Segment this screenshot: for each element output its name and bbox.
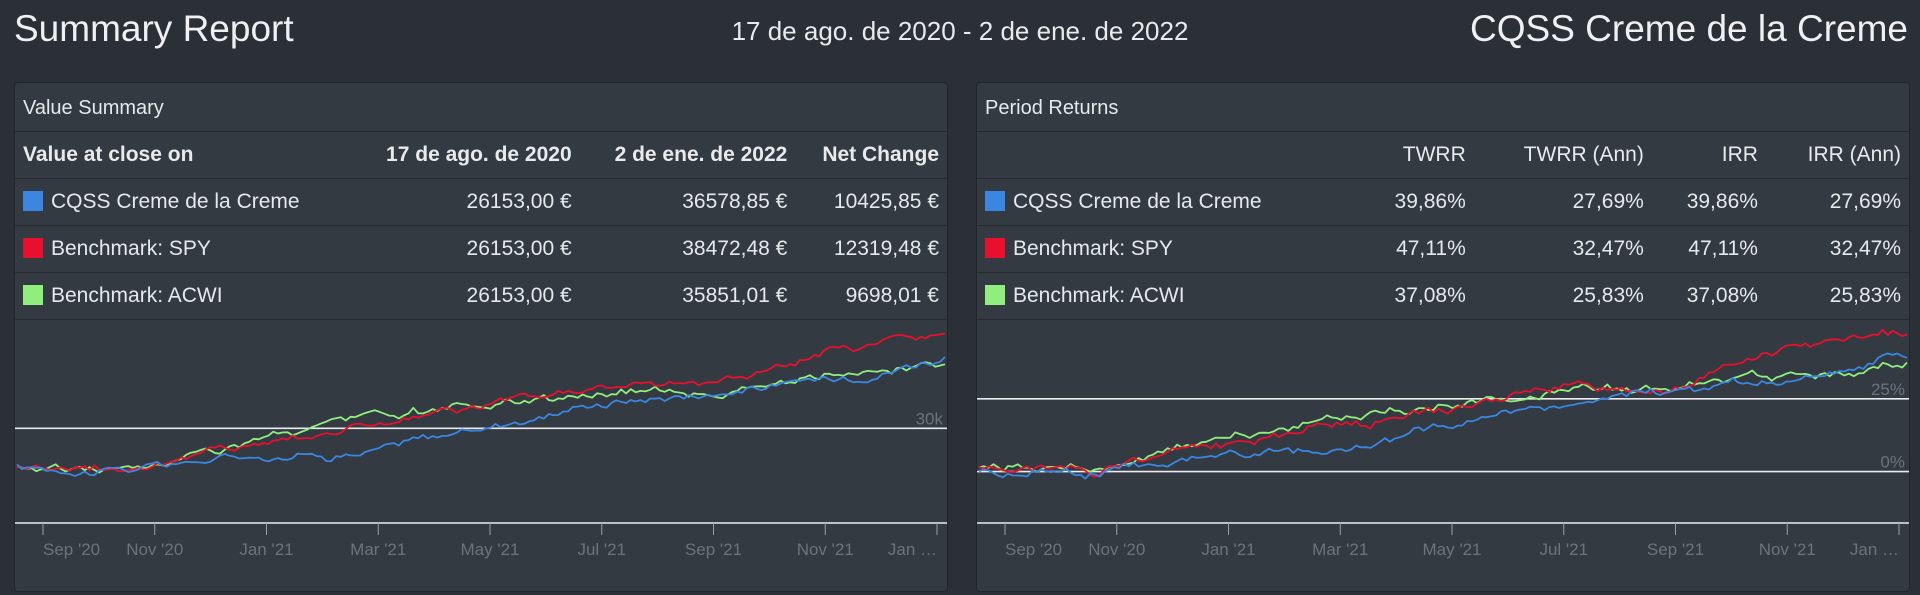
table-row: Benchmark: SPY 26153,00 € 38472,48 € 123… xyxy=(15,225,947,273)
x-tick-label: Jan … xyxy=(1850,540,1899,559)
legend-swatch-portfolio xyxy=(985,191,1005,211)
value-cell: 9698,01 € xyxy=(795,272,947,320)
x-tick-label: Jan '21 xyxy=(239,540,293,559)
value-chart: 30k Sep '20 Nov '20 Jan '21 Mar '21 May '21 Ju… xyxy=(15,332,947,559)
value-cell: 38472,48 € xyxy=(579,225,796,273)
series-name: Benchmark: SPY xyxy=(51,237,211,260)
date-range: 17 de ago. de 2020 - 2 de ene. de 2022 xyxy=(731,16,1189,46)
value-cell: 12319,48 € xyxy=(795,225,947,273)
x-tick-label: Jan '21 xyxy=(1201,540,1255,559)
y-tick-label: 30k xyxy=(916,409,944,428)
value-cell: 32,47% xyxy=(1765,225,1909,273)
value-cell: 36578,85 € xyxy=(579,178,796,226)
period-returns-table: TWRR TWRR (Ann) IRR IRR (Ann) CQSS Creme… xyxy=(977,132,1909,320)
value-cell: 25,83% xyxy=(1765,272,1909,320)
column-header: 17 de ago. de 2020 xyxy=(349,132,580,179)
y-tick-label: 0% xyxy=(1880,453,1905,472)
table-row: CQSS Creme de la Creme 39,86% 27,69% 39,… xyxy=(977,178,1909,226)
value-cell: 26153,00 € xyxy=(349,178,580,226)
value-cell: 25,83% xyxy=(1473,272,1652,320)
table-row: CQSS Creme de la Creme 26153,00 € 36578,… xyxy=(15,178,947,226)
panel-title: Value Summary xyxy=(15,83,947,132)
column-header: IRR (Ann) xyxy=(1765,132,1909,179)
x-tick-label: May '21 xyxy=(1423,540,1482,559)
legend-swatch-acwi xyxy=(23,285,43,305)
table-row: Benchmark: ACWI 37,08% 25,83% 37,08% 25,… xyxy=(977,272,1909,320)
column-header xyxy=(977,132,1360,179)
column-header: TWRR (Ann) xyxy=(1473,132,1652,179)
table-header-row: Value at close on 17 de ago. de 2020 2 d… xyxy=(15,132,947,179)
series-cell: CQSS Creme de la Creme xyxy=(977,178,1360,226)
column-header: TWRR xyxy=(1359,132,1474,179)
value-cell: 26153,00 € xyxy=(349,272,580,320)
value-cell: 47,11% xyxy=(1359,225,1474,273)
value-summary-table: Value at close on 17 de ago. de 2020 2 d… xyxy=(15,132,947,320)
series-cell: Benchmark: ACWI xyxy=(977,272,1360,320)
value-cell: 26153,00 € xyxy=(349,225,580,273)
legend-swatch-spy xyxy=(23,238,43,258)
table-row: Benchmark: SPY 47,11% 32,47% 47,11% 32,4… xyxy=(977,225,1909,273)
series-name: CQSS Creme de la Creme xyxy=(51,190,300,213)
value-cell: 37,08% xyxy=(1359,272,1474,320)
series-line-portfolio xyxy=(978,352,1908,480)
report-header: Summary Report 17 de ago. de 2020 - 2 de… xyxy=(0,0,1920,62)
column-header: 2 de ene. de 2022 xyxy=(579,132,796,179)
value-cell: 27,69% xyxy=(1765,178,1909,226)
x-tick-label: Mar '21 xyxy=(350,540,406,559)
column-header: Value at close on xyxy=(15,132,350,179)
x-tick-label: Nov '21 xyxy=(1759,540,1816,559)
x-tick-label: Jul '21 xyxy=(1539,540,1588,559)
period-returns-panel: Period Returns TWRR TWRR (Ann) IRR IRR (… xyxy=(976,82,1910,592)
legend-swatch-acwi xyxy=(985,285,1005,305)
x-tick-label: Jul '21 xyxy=(577,540,626,559)
series-line-portfolio xyxy=(16,356,946,477)
x-tick-label: Jan … xyxy=(888,540,937,559)
series-line-spy xyxy=(978,328,1908,478)
x-tick-label: Nov '21 xyxy=(797,540,854,559)
column-header: IRR xyxy=(1651,132,1766,179)
page-title: Summary Report xyxy=(14,8,294,49)
legend-swatch-portfolio xyxy=(23,191,43,211)
x-tick-label: Nov '20 xyxy=(126,540,183,559)
series-cell: CQSS Creme de la Creme xyxy=(15,178,350,226)
x-tick-label: May '21 xyxy=(461,540,520,559)
series-line-spy xyxy=(16,332,946,473)
panel-title: Period Returns xyxy=(977,83,1909,132)
value-cell: 47,11% xyxy=(1651,225,1766,273)
value-cell: 37,08% xyxy=(1651,272,1766,320)
column-header: Net Change xyxy=(795,132,947,179)
legend-swatch-spy xyxy=(985,238,1005,258)
value-cell: 10425,85 € xyxy=(795,178,947,226)
table-row: Benchmark: ACWI 26153,00 € 35851,01 € 96… xyxy=(15,272,947,320)
series-name: Benchmark: ACWI xyxy=(51,284,223,307)
returns-chart: 25% 0% Sep '20 Nov '20 Jan '21 Mar '21 May '21… xyxy=(977,328,1909,559)
value-summary-panel: Value Summary Value at close on 17 de ag… xyxy=(14,82,948,592)
x-tick-label: Sep '20 xyxy=(43,540,100,559)
series-cell: Benchmark: SPY xyxy=(15,225,350,273)
series-name: Benchmark: ACWI xyxy=(1013,284,1185,307)
x-tick-label: Nov '20 xyxy=(1088,540,1145,559)
series-cell: Benchmark: ACWI xyxy=(15,272,350,320)
x-tick-label: Sep '21 xyxy=(1647,540,1704,559)
value-cell: 39,86% xyxy=(1651,178,1766,226)
series-name: Benchmark: SPY xyxy=(1013,237,1173,260)
series-name: CQSS Creme de la Creme xyxy=(1013,190,1262,213)
value-cell: 39,86% xyxy=(1359,178,1474,226)
series-cell: Benchmark: SPY xyxy=(977,225,1360,273)
x-tick-label: Sep '21 xyxy=(685,540,742,559)
value-cell: 35851,01 € xyxy=(579,272,796,320)
x-tick-label: Sep '20 xyxy=(1005,540,1062,559)
y-tick-label: 25% xyxy=(1871,380,1905,399)
series-line-acwi xyxy=(978,361,1908,473)
portfolio-name: CQSS Creme de la Creme xyxy=(1470,8,1908,49)
x-tick-label: Mar '21 xyxy=(1312,540,1368,559)
table-header-row: TWRR TWRR (Ann) IRR IRR (Ann) xyxy=(977,132,1909,179)
value-cell: 32,47% xyxy=(1473,225,1652,273)
value-cell: 27,69% xyxy=(1473,178,1652,226)
